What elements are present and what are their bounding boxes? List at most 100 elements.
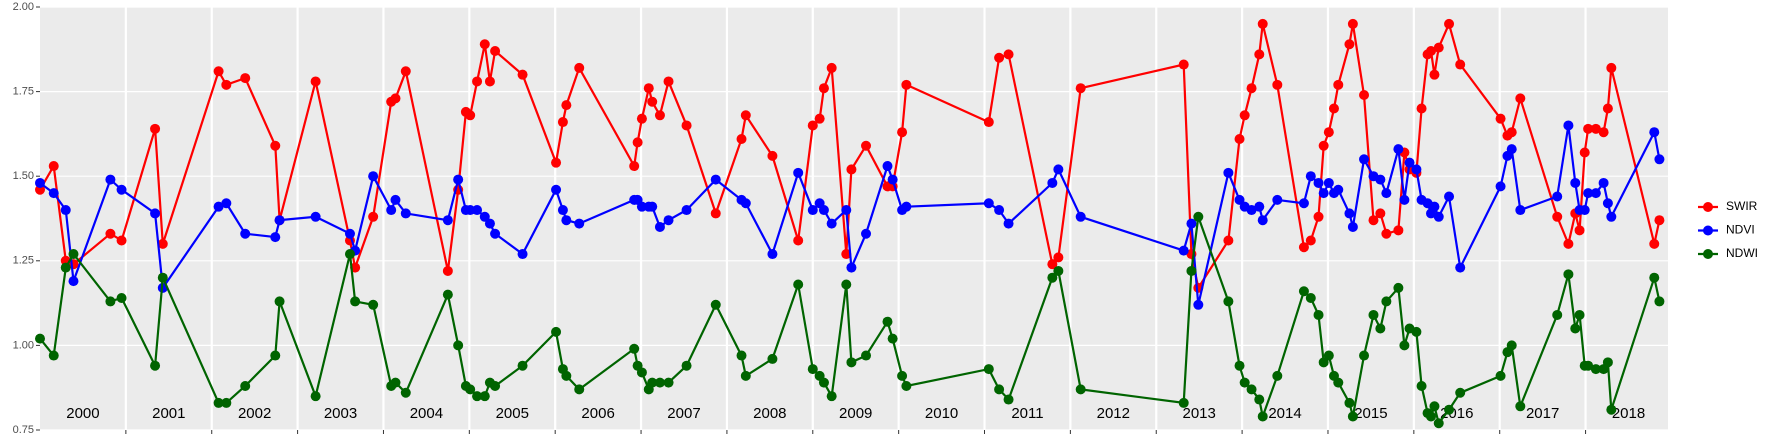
point bbox=[767, 249, 778, 260]
point bbox=[1254, 49, 1265, 60]
point bbox=[643, 83, 654, 94]
point bbox=[681, 360, 692, 371]
point bbox=[1598, 127, 1609, 138]
point bbox=[1257, 215, 1268, 226]
point bbox=[793, 167, 804, 178]
point bbox=[826, 391, 837, 402]
point bbox=[1602, 198, 1613, 209]
point bbox=[861, 140, 872, 151]
point bbox=[1654, 154, 1665, 165]
point bbox=[1563, 269, 1574, 280]
point bbox=[1583, 188, 1594, 199]
point bbox=[1433, 211, 1444, 222]
point bbox=[1313, 211, 1324, 222]
point bbox=[736, 133, 747, 144]
point bbox=[1323, 350, 1334, 361]
year-label: 2003 bbox=[324, 405, 357, 422]
legend-swatch bbox=[1703, 249, 1713, 259]
point bbox=[1495, 113, 1506, 124]
y-tick-label: 1.50 bbox=[13, 170, 34, 182]
point bbox=[1257, 18, 1268, 29]
point bbox=[453, 340, 464, 351]
y-tick-label: 1.25 bbox=[13, 255, 34, 267]
point bbox=[48, 161, 59, 172]
point bbox=[1375, 323, 1386, 334]
point bbox=[1318, 140, 1329, 151]
point bbox=[1515, 205, 1526, 216]
point bbox=[1444, 18, 1455, 29]
point bbox=[818, 377, 829, 388]
point bbox=[1359, 154, 1370, 165]
point bbox=[1552, 309, 1563, 320]
point bbox=[901, 381, 912, 392]
year-label: 2012 bbox=[1097, 405, 1130, 422]
point bbox=[310, 211, 321, 222]
point bbox=[632, 137, 643, 148]
point bbox=[1257, 411, 1268, 422]
point bbox=[465, 110, 476, 121]
point bbox=[574, 384, 585, 395]
point bbox=[1574, 309, 1585, 320]
point bbox=[740, 110, 751, 121]
point bbox=[807, 364, 818, 375]
point bbox=[818, 83, 829, 94]
point bbox=[1606, 404, 1617, 415]
point bbox=[861, 228, 872, 239]
point bbox=[490, 45, 501, 56]
point bbox=[636, 367, 647, 378]
point bbox=[213, 201, 224, 212]
point bbox=[368, 299, 379, 310]
year-label: 2009 bbox=[839, 405, 872, 422]
point bbox=[1515, 93, 1526, 104]
point bbox=[442, 215, 453, 226]
point bbox=[574, 62, 585, 73]
point bbox=[1333, 184, 1344, 195]
point bbox=[846, 357, 857, 368]
point bbox=[1193, 211, 1204, 222]
point bbox=[1506, 144, 1517, 155]
point bbox=[1393, 144, 1404, 155]
point bbox=[1579, 205, 1590, 216]
point bbox=[270, 350, 281, 361]
point bbox=[1223, 167, 1234, 178]
point bbox=[740, 198, 751, 209]
legend-swatch bbox=[1703, 202, 1713, 212]
point bbox=[1563, 120, 1574, 131]
year-label: 2005 bbox=[496, 405, 529, 422]
point bbox=[213, 66, 224, 77]
year-label: 2013 bbox=[1182, 405, 1215, 422]
point bbox=[1393, 282, 1404, 293]
point bbox=[994, 384, 1005, 395]
point bbox=[150, 360, 161, 371]
point bbox=[1047, 177, 1058, 188]
point bbox=[846, 262, 857, 273]
point bbox=[344, 249, 355, 260]
point bbox=[1347, 411, 1358, 422]
point bbox=[846, 164, 857, 175]
point bbox=[1570, 177, 1581, 188]
year-label: 2010 bbox=[925, 405, 958, 422]
point bbox=[561, 370, 572, 381]
point bbox=[793, 235, 804, 246]
point bbox=[1347, 18, 1358, 29]
point bbox=[1318, 357, 1329, 368]
point bbox=[1399, 194, 1410, 205]
point bbox=[1246, 83, 1257, 94]
point bbox=[1552, 191, 1563, 202]
point bbox=[150, 123, 161, 134]
point bbox=[1234, 360, 1245, 371]
point bbox=[310, 76, 321, 87]
point bbox=[1305, 293, 1316, 304]
point bbox=[1178, 397, 1189, 408]
point bbox=[574, 218, 585, 229]
point bbox=[479, 211, 490, 222]
point bbox=[35, 333, 45, 344]
point bbox=[150, 208, 161, 219]
point bbox=[901, 201, 912, 212]
point bbox=[1368, 309, 1379, 320]
point bbox=[710, 299, 721, 310]
point bbox=[1444, 191, 1455, 202]
point bbox=[400, 208, 411, 219]
point bbox=[1606, 62, 1617, 73]
point bbox=[647, 96, 658, 107]
